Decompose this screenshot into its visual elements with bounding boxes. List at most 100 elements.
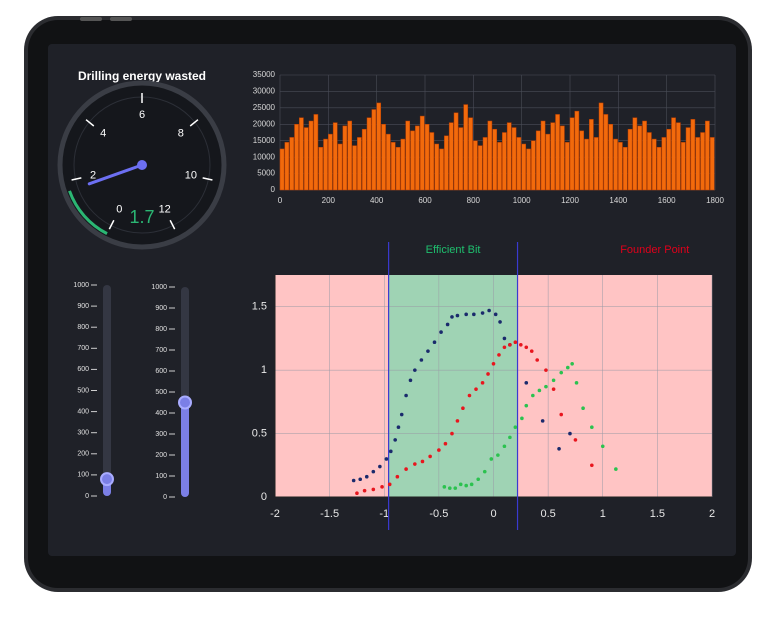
scatter-point xyxy=(544,368,548,372)
scatter-point xyxy=(351,478,356,483)
bar xyxy=(318,147,324,191)
bar xyxy=(671,117,676,191)
bar xyxy=(661,137,667,191)
bar xyxy=(569,117,575,191)
y-tick-label: 15000 xyxy=(253,136,276,145)
y-tick-label: 0 xyxy=(261,491,267,503)
scatter-point xyxy=(396,425,401,430)
scatter-point xyxy=(448,486,452,490)
scatter-point xyxy=(387,482,392,487)
scatter-point xyxy=(497,353,501,357)
bar xyxy=(463,104,469,191)
scatter-point xyxy=(502,444,507,449)
scatter-point xyxy=(445,322,450,327)
bar xyxy=(550,122,556,191)
scatter-point xyxy=(519,342,523,347)
bar xyxy=(695,137,701,191)
gauge-value: 1.7 xyxy=(129,207,154,227)
scatter-point xyxy=(508,435,512,440)
scatter-point xyxy=(535,358,539,362)
bar xyxy=(299,117,304,191)
scatter-point xyxy=(557,446,561,451)
scatter-point xyxy=(355,491,359,495)
scatter-point xyxy=(531,393,535,398)
scatter-point xyxy=(358,477,363,482)
scatter-point xyxy=(489,457,494,461)
bar xyxy=(540,120,546,191)
scatter-point xyxy=(540,419,545,423)
bar xyxy=(700,132,705,191)
gauge-tick xyxy=(108,219,115,230)
scatter-point xyxy=(439,330,443,334)
bar xyxy=(632,117,638,191)
gauge-tick-label: 6 xyxy=(139,109,145,121)
slider-tick-label: 800 xyxy=(77,324,89,331)
bar xyxy=(323,138,328,191)
y-tick-label: 5000 xyxy=(257,169,275,178)
scatter-point xyxy=(551,378,556,383)
scatter-point xyxy=(590,425,594,430)
bar xyxy=(502,132,507,191)
scatter-point xyxy=(573,438,578,442)
bar xyxy=(381,124,386,191)
bar xyxy=(342,125,348,191)
bar xyxy=(564,142,570,191)
scatter-point xyxy=(443,441,448,446)
bar xyxy=(637,125,643,191)
scatter-point xyxy=(393,438,397,442)
scatter-point xyxy=(428,454,432,459)
bar xyxy=(603,114,609,191)
scatter-point xyxy=(480,381,485,385)
scatter-point xyxy=(395,474,400,479)
slider-tick-label: 700 xyxy=(155,347,167,354)
slider-tick-label: 400 xyxy=(155,410,167,417)
y-tick-label: 20000 xyxy=(253,119,276,128)
bar xyxy=(473,140,478,191)
x-tick-label: 1800 xyxy=(706,196,724,205)
scatter-point xyxy=(461,406,465,411)
x-tick-label: 600 xyxy=(418,196,432,205)
slider-tick-label: 200 xyxy=(155,452,167,459)
bar xyxy=(535,130,541,191)
scatter-point xyxy=(453,486,458,490)
scatter-point xyxy=(482,469,487,474)
scatter-point xyxy=(551,387,556,391)
scatter-point xyxy=(408,378,413,383)
bar xyxy=(405,120,411,191)
scatter-point xyxy=(614,467,618,471)
y-tick-label: 30000 xyxy=(253,87,276,96)
slider-fill xyxy=(181,402,189,497)
bar xyxy=(598,102,604,191)
x-tick-label: 800 xyxy=(467,196,481,205)
y-tick-label: 10000 xyxy=(253,152,276,161)
slider-thumb[interactable] xyxy=(178,395,192,410)
bar xyxy=(705,120,710,191)
x-tick-label: 400 xyxy=(370,196,384,205)
hardware-button xyxy=(110,17,132,21)
bar xyxy=(511,127,517,191)
slider-tick-label: 1000 xyxy=(151,284,167,291)
bar xyxy=(709,137,715,191)
slider-tick-label: 200 xyxy=(77,451,89,458)
bar xyxy=(415,125,420,191)
gauge-tick-label: 0 xyxy=(116,203,122,215)
bar xyxy=(400,138,406,191)
slider-tick-label: 400 xyxy=(77,408,89,415)
scatter-point xyxy=(450,315,454,319)
bar xyxy=(666,128,672,191)
scatter-point xyxy=(476,477,481,482)
region xyxy=(388,275,518,497)
slider-tick-label: 300 xyxy=(155,431,167,438)
y-tick-label: 0 xyxy=(271,185,276,194)
region xyxy=(517,275,712,497)
bar xyxy=(439,148,444,191)
gauge-title: Drilling energy wasted xyxy=(78,69,206,83)
scatter-point xyxy=(486,372,490,376)
slider-thumb[interactable] xyxy=(100,472,114,487)
region-label: Founder Point xyxy=(620,244,689,256)
scatter-point xyxy=(464,312,468,317)
bar xyxy=(656,147,662,191)
bar xyxy=(690,119,696,191)
scatter-point xyxy=(420,459,425,464)
